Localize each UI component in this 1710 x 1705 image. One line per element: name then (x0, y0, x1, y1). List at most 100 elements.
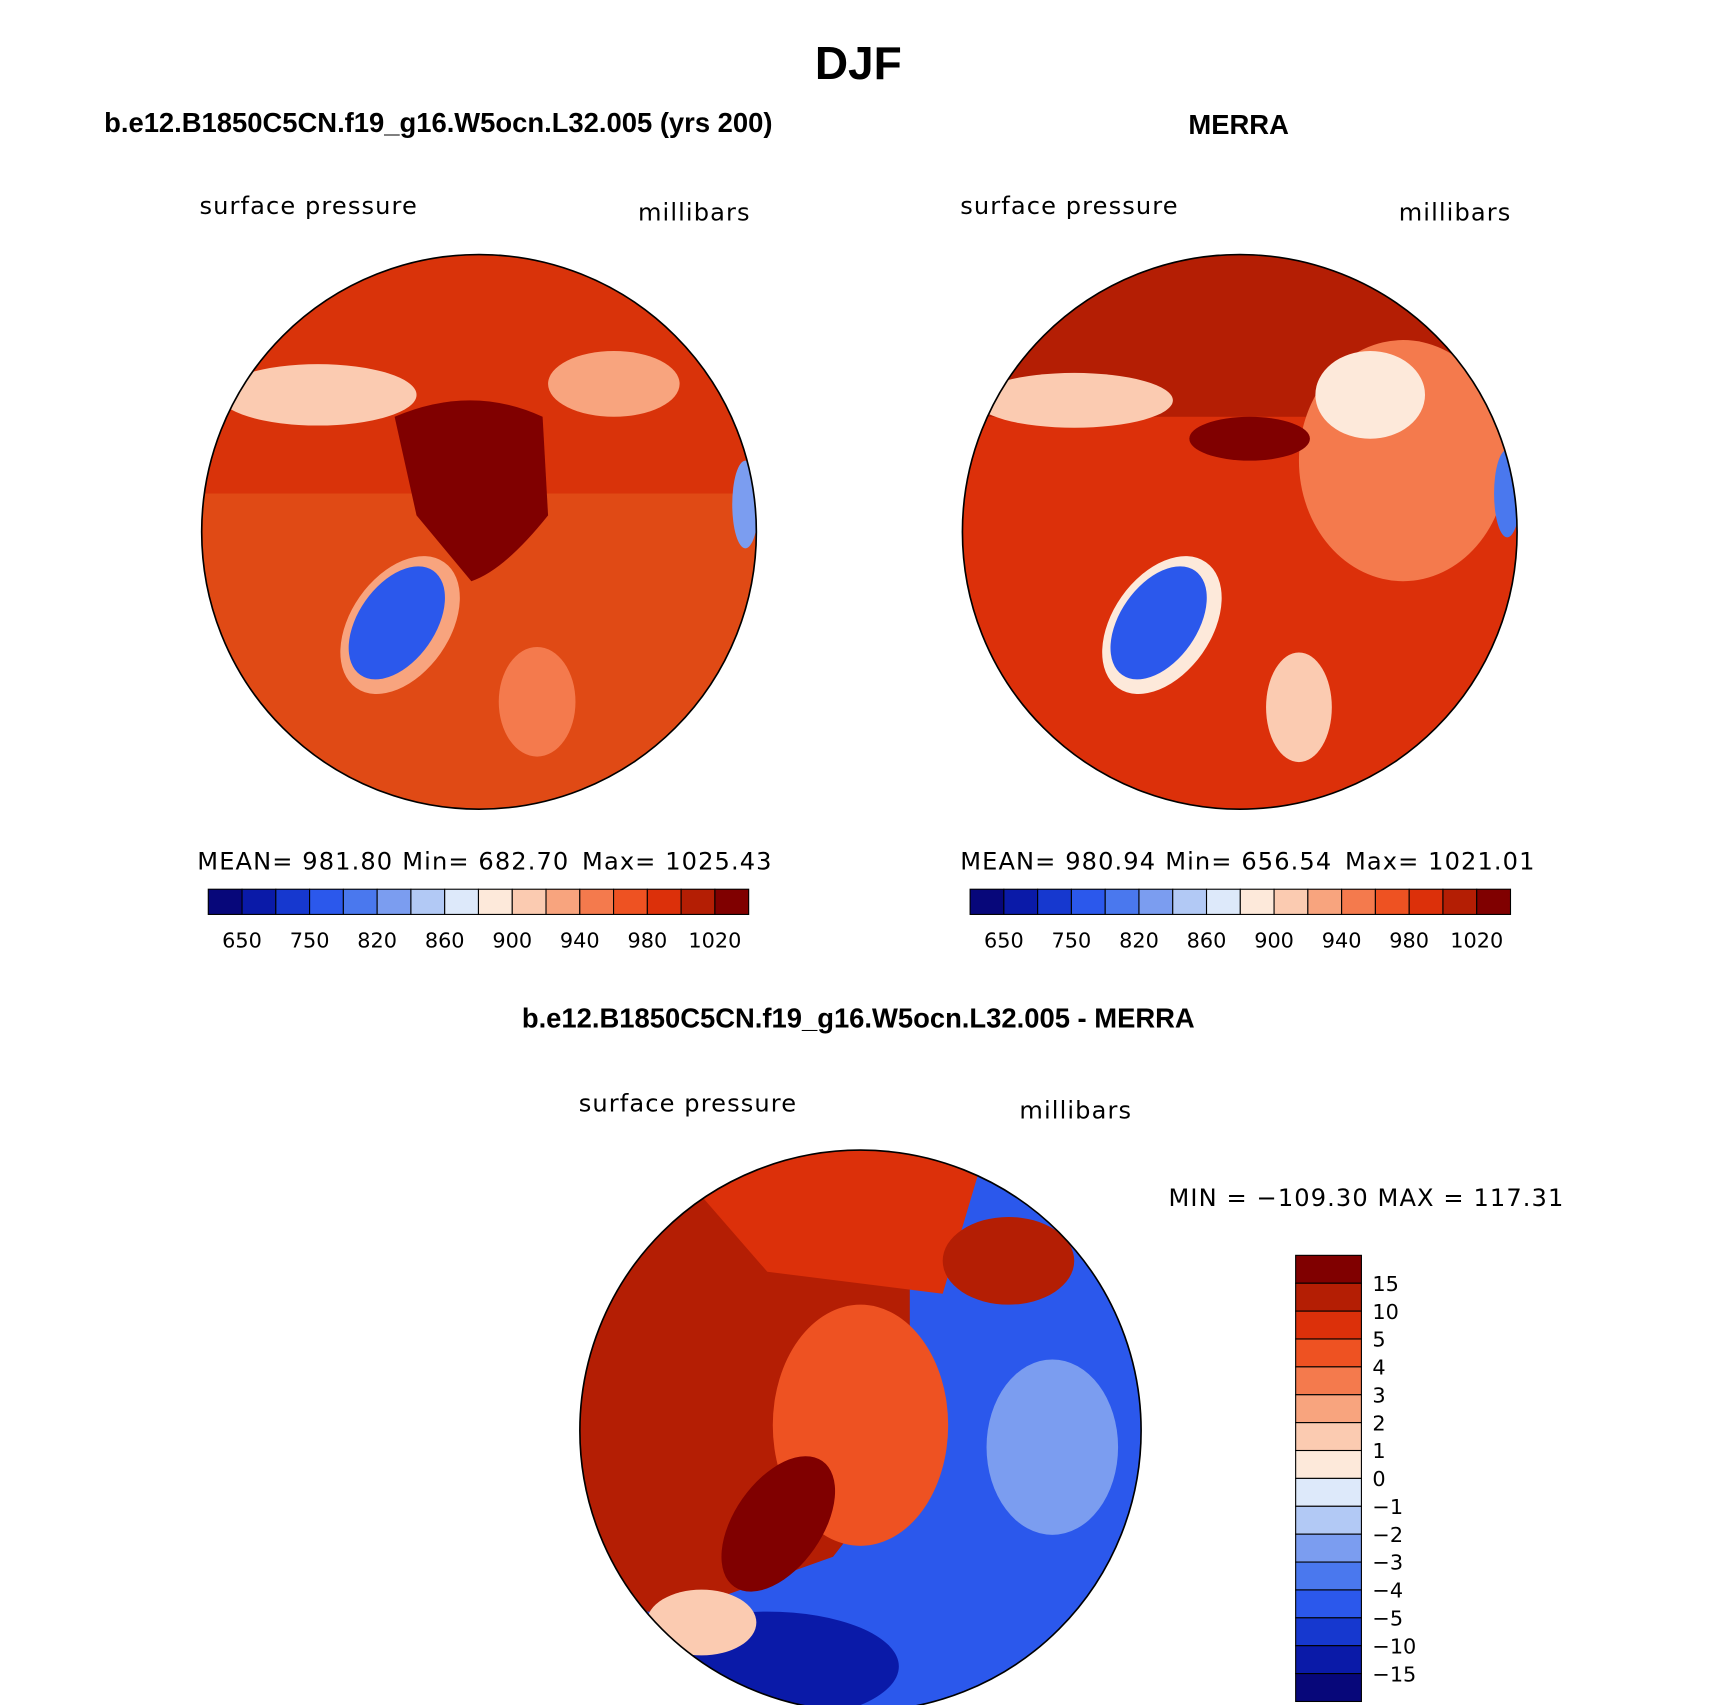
colorbar-box (1295, 1645, 1362, 1675)
colorbar-box (1408, 888, 1444, 915)
colorbar-label: 750 (1052, 928, 1092, 952)
stat: Min= 656.54 (1165, 847, 1332, 875)
colorbar-label: 1020 (1450, 928, 1503, 952)
colorbar-box (1307, 888, 1343, 915)
colorbar-label: 860 (425, 928, 465, 952)
colorbar-label: −3 (1372, 1551, 1403, 1575)
colorbar-box (1295, 1449, 1362, 1479)
stat: Max= 1021.01 (1345, 847, 1536, 875)
colorbar-box (1104, 888, 1140, 915)
colorbar-box (1273, 888, 1309, 915)
colorbar-label: 820 (357, 928, 397, 952)
colorbar-label: −5 (1372, 1606, 1403, 1630)
panel-case: MERRA (1188, 109, 1289, 140)
colorbar-box (1295, 1505, 1362, 1535)
colorbar-box (545, 888, 581, 915)
units: millibars (1399, 199, 1512, 227)
colorbar-box (1295, 1589, 1362, 1619)
difference-case: b.e12.B1850C5CN.f19_g16.W5ocn.L32.005 - … (522, 1002, 1195, 1033)
colorbar-label: 1 (1372, 1439, 1385, 1463)
colorbar-box (680, 888, 716, 915)
colorbar-box (1205, 888, 1241, 915)
colorbar-box (579, 888, 615, 915)
colorbar-box (477, 888, 513, 915)
map-border (961, 253, 1518, 811)
colorbar-box (1295, 1673, 1362, 1703)
colorbar-box (1295, 1366, 1362, 1396)
colorbar-box (1295, 1310, 1362, 1340)
colorbar-box (1295, 1254, 1362, 1284)
colorbar-label: 980 (1389, 928, 1429, 952)
colorbar-label: 3 (1372, 1383, 1385, 1407)
colorbar-box (613, 888, 648, 915)
colorbar-box (1295, 1338, 1362, 1368)
colorbar-label: 860 (1187, 928, 1227, 952)
colorbar-box (1003, 888, 1039, 915)
map-border (579, 1149, 1142, 1705)
colorbar-label: −2 (1372, 1523, 1403, 1547)
variable: surface pressure (579, 1090, 797, 1118)
colorbar-label: 980 (627, 928, 667, 952)
colorbar-box (1295, 1477, 1362, 1507)
panel-case: b.e12.B1850C5CN.f19_g16.W5ocn.L32.005 (y… (104, 107, 772, 138)
colorbar-box (1374, 888, 1410, 915)
colorbar-box (410, 888, 446, 915)
stats: MIN = −109.30 MAX = 117.31 (1169, 1184, 1565, 1212)
colorbar-label: 5 (1372, 1328, 1385, 1352)
variable: surface pressure (200, 192, 418, 220)
colorbar-label: 650 (222, 928, 262, 952)
colorbar-label: 15 (1372, 1272, 1398, 1296)
colorbar-label: 900 (492, 928, 532, 952)
colorbar-box (714, 888, 750, 915)
colorbar-box (969, 888, 1005, 915)
colorbar-label: −4 (1372, 1579, 1403, 1603)
colorbar-label: −1 (1372, 1495, 1403, 1519)
colorbar-label: 2 (1372, 1411, 1385, 1435)
colorbar-box (1037, 888, 1072, 915)
stat: Min= 682.70 (402, 847, 569, 875)
colorbar-box (1138, 888, 1174, 915)
colorbar-box (511, 888, 547, 915)
colorbar-box (1476, 888, 1512, 915)
map (579, 1150, 1142, 1705)
colorbar-box (646, 888, 682, 915)
map-border (200, 253, 758, 811)
units: millibars (1019, 1096, 1132, 1124)
colorbar-box (1295, 1561, 1362, 1591)
stat: MEAN= 980.94 (960, 847, 1156, 875)
colorbar-label: 900 (1254, 928, 1294, 952)
stats: MEAN= 980.94 Min= 656.54 Max= 1021.01 (960, 847, 1536, 875)
colorbar-label: 820 (1119, 928, 1159, 952)
units: millibars (638, 199, 751, 227)
stat: MEAN= 981.80 (197, 847, 393, 875)
colorbar-box (275, 888, 311, 915)
colorbar-box (207, 888, 243, 915)
colorbar-label: 4 (1372, 1356, 1385, 1380)
colorbar-box (1295, 1533, 1362, 1563)
colorbar-label: −10 (1372, 1634, 1416, 1658)
variable: surface pressure (960, 192, 1178, 220)
colorbar-box (1295, 1422, 1362, 1452)
colorbar-box (1295, 1617, 1362, 1647)
colorbar-box (1295, 1394, 1362, 1424)
colorbar-label: 10 (1372, 1300, 1398, 1324)
colorbar-box (1442, 888, 1478, 915)
colorbar-label: 650 (984, 928, 1024, 952)
stats: MEAN= 981.80 Min= 682.70 Max= 1025.43 (197, 847, 771, 875)
colorbar-box (1341, 888, 1376, 915)
colorbar-box (1295, 1282, 1362, 1312)
colorbar-label: 0 (1372, 1467, 1385, 1491)
colorbar-box (376, 888, 412, 915)
colorbar-box (1239, 888, 1275, 915)
colorbar-box (444, 888, 480, 915)
colorbar-label: −15 (1372, 1662, 1416, 1686)
colorbar-label: 750 (290, 928, 330, 952)
colorbar-label: 940 (1322, 928, 1362, 952)
colorbar-label: 940 (560, 928, 600, 952)
colorbar-label: 1020 (688, 928, 741, 952)
colorbar-box (309, 888, 344, 915)
colorbar-box (1172, 888, 1208, 915)
figure-title: DJF (815, 37, 902, 89)
colorbar-box (1070, 888, 1106, 915)
